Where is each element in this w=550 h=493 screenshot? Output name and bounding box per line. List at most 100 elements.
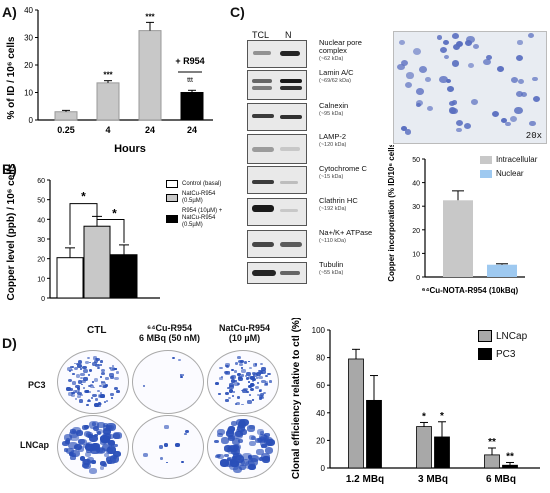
chart-b-y-tick-label: 30 [37, 237, 45, 244]
colony [66, 387, 72, 391]
colony [87, 434, 93, 438]
western-blot-marker-name: Lamin A/C [319, 68, 354, 77]
colony [251, 377, 257, 382]
colony [110, 376, 115, 380]
colony [87, 356, 91, 360]
colony [107, 434, 115, 440]
colony [235, 401, 240, 405]
colony [99, 384, 103, 387]
chart-a-bar [180, 92, 204, 121]
chart-a-xlabel: Hours [114, 143, 146, 155]
colony [70, 394, 75, 398]
colony [106, 446, 117, 454]
colony [69, 387, 74, 391]
colony [102, 381, 106, 383]
chart-a-x-tick-label: 4 [105, 125, 110, 135]
cell [511, 77, 519, 83]
chart-d-y-tick-label: 0 [321, 464, 326, 473]
colony [236, 396, 241, 400]
colony [227, 426, 235, 433]
cell [531, 76, 538, 82]
chart-d-bar [502, 464, 518, 469]
colony [142, 453, 148, 458]
colony [89, 361, 92, 364]
colony [159, 457, 163, 460]
cell [401, 125, 407, 131]
chart-c-ylabel: Copper incorporation (% ID/10⁶ cells) [387, 145, 396, 282]
western-blot-strip [247, 134, 307, 164]
cell [427, 106, 434, 112]
colony [225, 370, 230, 374]
colony [216, 428, 225, 436]
colony [87, 374, 90, 377]
colony [241, 403, 244, 406]
colony [239, 464, 246, 471]
colony [264, 381, 269, 385]
chart-b-y-tick-label: 50 [37, 198, 45, 205]
colony [105, 376, 109, 380]
chart-c-legend-item: Intracellular [480, 155, 537, 164]
chart-a-y-tick-label: 0 [29, 116, 34, 125]
colony [231, 394, 235, 398]
colony [110, 367, 115, 371]
western-blot-label: Calnexin (~95 kDa) [319, 102, 391, 118]
chart-a-bar [96, 82, 120, 121]
chart-c-y-tick-label: 0 [416, 275, 420, 282]
colony [101, 438, 110, 445]
cell [401, 59, 409, 66]
colony [106, 459, 112, 464]
colony [261, 370, 266, 374]
culture-dish [57, 415, 129, 479]
chart-a-x-tick-label: 24 [145, 125, 155, 135]
cell [445, 78, 451, 84]
colony [70, 391, 75, 395]
colony [267, 372, 271, 376]
cell [448, 107, 457, 114]
colony [215, 454, 220, 459]
western-blot-marker-name: Tubulin [319, 260, 344, 269]
colony [75, 398, 78, 400]
colony [82, 369, 88, 374]
chart-b-legend-label: NatCu-R954 (0.5µM) [182, 191, 216, 204]
western-blot-marker-kda: (~95 kDa) [319, 111, 344, 117]
western-blot-strip [247, 70, 307, 100]
chart-c-legend-label: Nuclear [496, 169, 524, 178]
chart-a-x-tick-label: 24 [187, 125, 197, 135]
cell [415, 99, 424, 107]
chart-d-significance: * [422, 411, 426, 422]
colony [228, 461, 239, 470]
cell [425, 77, 431, 82]
colony [265, 374, 268, 377]
colony [261, 455, 271, 463]
colony [96, 358, 101, 362]
colony [105, 400, 109, 403]
cell [449, 100, 455, 106]
cell [501, 117, 508, 123]
colony [165, 461, 169, 464]
colony [244, 375, 247, 377]
cell [418, 66, 428, 74]
colony [102, 422, 108, 427]
colony [94, 398, 99, 402]
colony [94, 403, 100, 407]
colony [142, 384, 145, 387]
western-blot-marker-kda: (~110 kDa) [319, 238, 346, 244]
colony [218, 392, 221, 395]
colony [180, 376, 184, 379]
colony [181, 373, 185, 377]
colony [249, 441, 256, 447]
chart-d-legend-item: PC3 [478, 348, 527, 360]
colony [264, 446, 274, 454]
colony [82, 462, 89, 468]
cell [404, 81, 413, 89]
colony [81, 365, 87, 370]
colony [238, 362, 244, 367]
cell [413, 48, 422, 56]
colony [237, 359, 243, 364]
colony [259, 395, 264, 399]
chart-b-bar [83, 225, 111, 299]
colony [227, 456, 233, 461]
colony [81, 383, 84, 386]
colony [227, 386, 231, 390]
colony [242, 452, 252, 461]
